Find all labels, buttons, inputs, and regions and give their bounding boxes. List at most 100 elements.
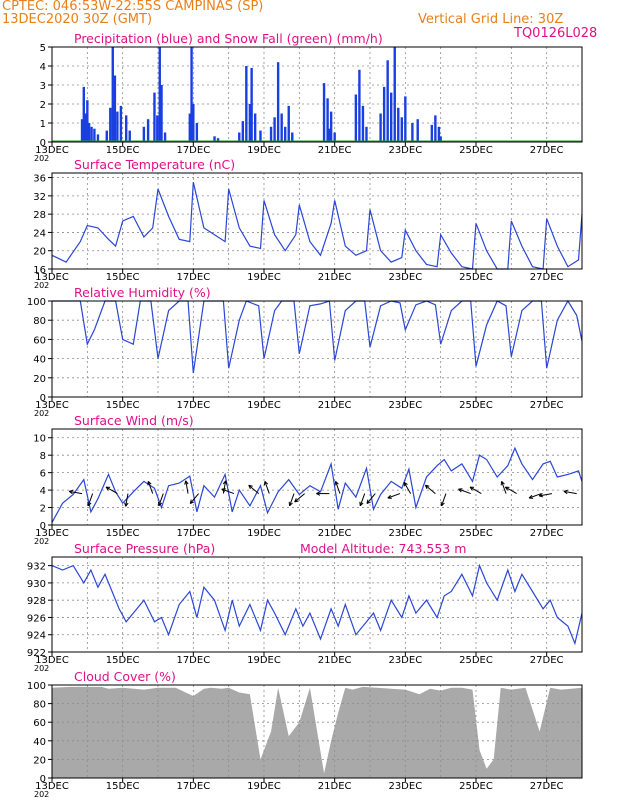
precip-bar bbox=[379, 113, 382, 142]
cloud-x-tick-label: 15DEC bbox=[106, 781, 140, 792]
wind-x-tick-label: 15DEC bbox=[106, 528, 140, 539]
precip-bar bbox=[82, 86, 85, 142]
wind-arrow bbox=[185, 480, 189, 494]
precip-bar bbox=[113, 75, 117, 142]
temp-y-tick-label: 28 bbox=[33, 210, 46, 221]
precip-x-tick-label: 21DEC bbox=[318, 145, 352, 156]
header-date: 13DEC2020 30Z (GMT) bbox=[2, 12, 153, 27]
precip-panel: 0 1 2 3 4 5 13DEC 15DEC 17DEC 19DEC 21DEC 23DEC 25DE… bbox=[34, 31, 583, 163]
wind-arrow-head bbox=[469, 486, 473, 491]
wind-arrow bbox=[248, 484, 260, 494]
precip-bar bbox=[390, 92, 393, 142]
wind-arrow-head bbox=[563, 489, 568, 492]
pressure-x-tick-label: 17DEC bbox=[176, 655, 210, 666]
precip-bar bbox=[128, 130, 131, 142]
precip-bar bbox=[119, 105, 123, 142]
header-grid-note: Vertical Grid Line: 30Z bbox=[418, 12, 564, 27]
wind-arrow-head bbox=[387, 494, 391, 499]
precip-bar bbox=[125, 115, 128, 142]
precip-bar bbox=[146, 119, 150, 142]
precip-bar bbox=[87, 123, 91, 142]
wind-arrow-head bbox=[87, 502, 92, 507]
precip-bar bbox=[111, 47, 114, 142]
temp-x-tick-label: 19DEC bbox=[247, 272, 281, 283]
wind-arrow-head bbox=[335, 481, 339, 485]
precip-bar bbox=[382, 86, 386, 142]
precip-title: Precipitation (blue) and Snow Fall (gree… bbox=[74, 31, 383, 46]
precip-x-tick-label: 17DEC bbox=[176, 145, 210, 156]
precip-bar bbox=[156, 115, 159, 142]
wind-arrow-head bbox=[538, 493, 543, 497]
wind-arrow bbox=[264, 481, 270, 494]
wind-title: Surface Wind (m/s) bbox=[74, 413, 194, 428]
temp-y-tick-label: 20 bbox=[33, 247, 46, 258]
wind-arrow bbox=[189, 493, 200, 504]
wind-arrow bbox=[539, 493, 553, 497]
wind-arrow bbox=[441, 493, 447, 506]
wind-arrow-head bbox=[425, 484, 430, 487]
temp-x-tick-label: 17DEC bbox=[176, 272, 210, 283]
wind-arrow-head bbox=[124, 502, 127, 507]
x-axis-year-stub: 202 bbox=[34, 790, 49, 799]
wind-arrow bbox=[335, 481, 341, 494]
precip-x-tick-label: 13DEC bbox=[35, 145, 69, 156]
precip-bar bbox=[93, 128, 96, 142]
wind-arrow-head bbox=[158, 502, 163, 507]
rh-x-tick-label: 15DEC bbox=[106, 400, 140, 411]
temp-x-tick-label: 21DEC bbox=[318, 272, 352, 283]
wind-arrow-head bbox=[184, 480, 187, 485]
temp-y-tick-label: 16 bbox=[33, 265, 46, 276]
model-altitude-label: Model Altitude: 743.553 m bbox=[300, 541, 466, 556]
wind-arrow-head bbox=[294, 500, 299, 503]
precip-bar bbox=[333, 132, 336, 142]
header-model-code: TQ0126L028 bbox=[514, 26, 598, 41]
wind-arrow-head bbox=[441, 502, 445, 507]
wind-arrow bbox=[125, 493, 129, 507]
rh-y-tick-label: 100 bbox=[27, 297, 46, 308]
precip-y-tick-label: 3 bbox=[40, 81, 46, 92]
precip-bar bbox=[238, 132, 241, 142]
precip-bar bbox=[163, 132, 167, 142]
wind-frame bbox=[51, 428, 583, 526]
wind-x-tick-label: 25DEC bbox=[459, 528, 493, 539]
wind-arrow-head bbox=[316, 491, 321, 495]
pressure-y-tick-label: 922 bbox=[27, 648, 46, 659]
precip-bar bbox=[248, 104, 252, 142]
x-axis-year-stub: 202 bbox=[34, 409, 49, 418]
temp-y-tick-label: 32 bbox=[33, 192, 46, 203]
temp-y-tick-label: 36 bbox=[33, 174, 46, 185]
precip-bar bbox=[109, 107, 112, 142]
cloud-title: Cloud Cover (%) bbox=[74, 669, 176, 684]
temp-y-tick-label: 24 bbox=[33, 228, 46, 239]
wind-arrow-head bbox=[189, 499, 192, 504]
precip-bar bbox=[416, 119, 419, 142]
wind-y-tick-label: 0 bbox=[40, 521, 46, 532]
wind-arrow-head bbox=[248, 484, 253, 487]
precip-bar bbox=[245, 66, 248, 142]
wind-arrow-head bbox=[222, 480, 227, 485]
wind-arrow bbox=[458, 488, 471, 495]
wind-arrow-head bbox=[125, 502, 129, 507]
cloud-x-tick-label: 17DEC bbox=[176, 781, 210, 792]
pressure-x-tick-label: 15DEC bbox=[106, 655, 140, 666]
cloud-y-tick-label: 80 bbox=[33, 700, 46, 711]
wind-arrow-head bbox=[316, 493, 321, 496]
precip-bar bbox=[195, 123, 199, 142]
rh-y-tick-label: 0 bbox=[40, 393, 46, 404]
cloud-y-tick-label: 0 bbox=[40, 774, 46, 785]
precip-bar bbox=[84, 113, 87, 142]
precip-bar bbox=[142, 126, 146, 142]
wind-y-tick-label: 8 bbox=[40, 451, 46, 462]
rh-frame bbox=[51, 300, 583, 398]
pressure-title: Surface Pressure (hPa) bbox=[74, 541, 215, 556]
precip-bar bbox=[160, 85, 163, 142]
rh-y-tick-label: 20 bbox=[33, 374, 46, 385]
rh-x-tick-label: 23DEC bbox=[388, 400, 422, 411]
precip-bar bbox=[90, 126, 93, 142]
wind-x-tick-label: 19DEC bbox=[247, 528, 281, 539]
cloud-x-tick-label: 21DEC bbox=[318, 781, 352, 792]
precip-y-tick-label: 0 bbox=[40, 138, 46, 149]
rh-x-tick-label: 19DEC bbox=[247, 400, 281, 411]
wind-arrow-head bbox=[105, 486, 109, 491]
wind-arrow-head bbox=[501, 481, 505, 485]
